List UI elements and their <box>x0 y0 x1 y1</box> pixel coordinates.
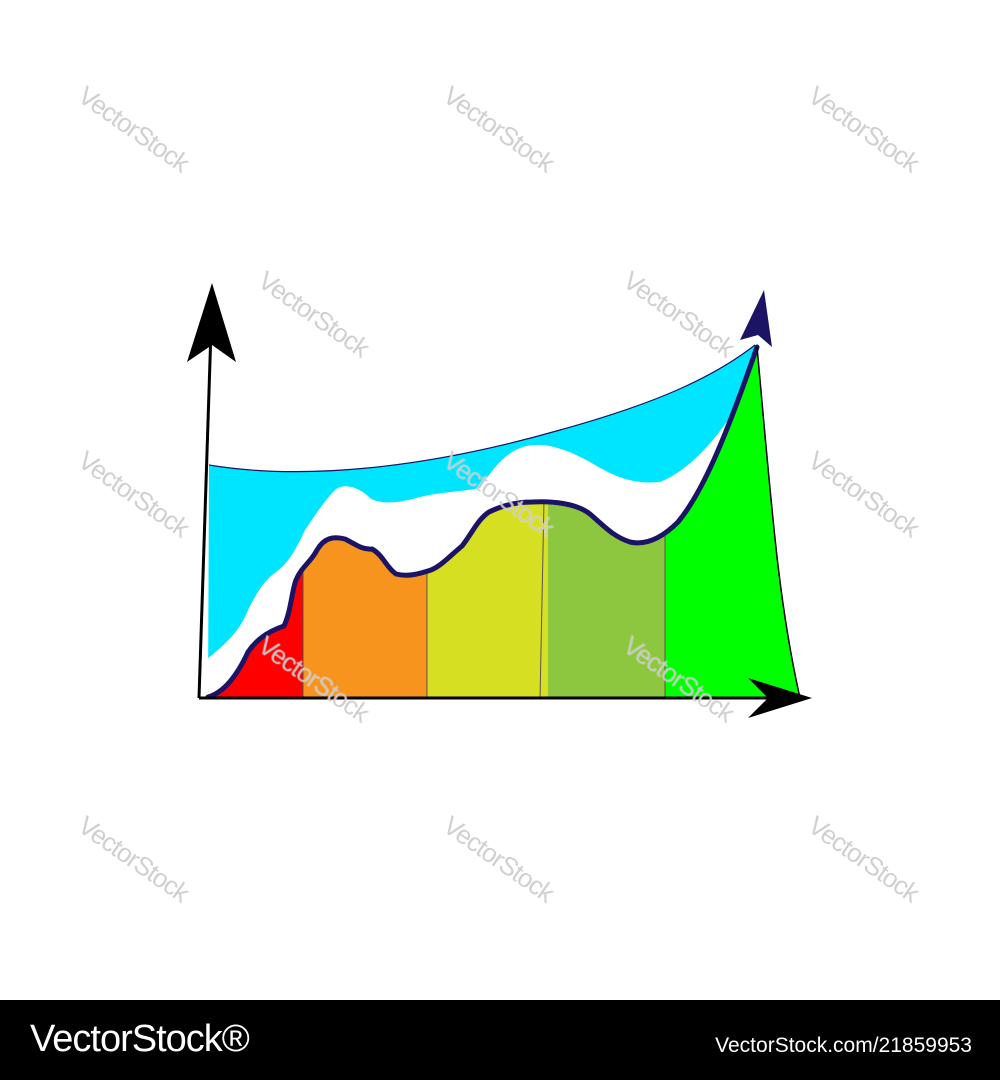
right-edge <box>756 346 801 699</box>
upper-band-edge <box>208 344 756 473</box>
y-axis-arrow <box>187 283 236 362</box>
trend-arrow <box>740 290 772 347</box>
x-axis-arrow <box>748 678 812 718</box>
middle-band <box>206 347 757 697</box>
image-id: VectorStock.com/21859953 <box>715 1034 972 1057</box>
upper-band <box>208 345 757 697</box>
y-axis <box>197 329 213 699</box>
chart <box>187 283 812 718</box>
brand-logo: VectorStock® <box>30 1018 250 1060</box>
series-line <box>205 344 760 700</box>
footer-bar: VectorStock® VectorStock.com/21859953 <box>0 1000 1000 1080</box>
